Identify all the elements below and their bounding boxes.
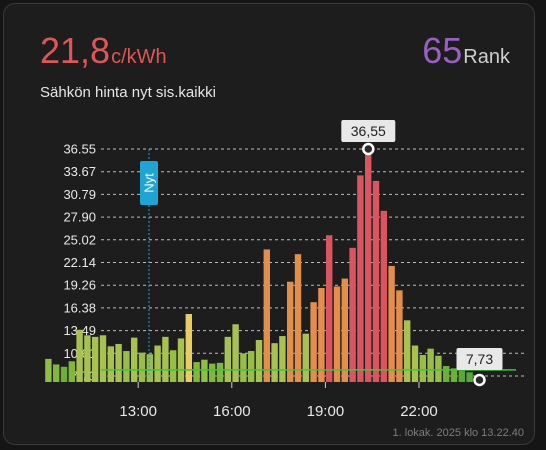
y-tick-label: 30.79 (63, 187, 96, 202)
price-bar (372, 180, 380, 382)
y-tick-label: 16.38 (63, 300, 96, 315)
price-bar (138, 352, 146, 382)
price-bar (45, 358, 52, 382)
price-bar (154, 345, 161, 382)
price-bar (255, 340, 263, 382)
price-bar (302, 333, 309, 382)
price-bar (224, 336, 231, 382)
price-bar (341, 278, 348, 382)
price-bar (170, 350, 177, 382)
price-bar (115, 343, 122, 382)
price-bar (279, 336, 286, 382)
price-bar (294, 254, 302, 382)
price-bar (216, 362, 224, 382)
y-tick-label: 33.67 (63, 164, 96, 179)
price-bar (458, 370, 465, 382)
price-rank: 65Rank (422, 30, 510, 72)
min-price-label: 7,73 (466, 351, 493, 367)
now-marker-label: Nyt (142, 173, 157, 193)
y-tick-label: 36.55 (63, 142, 96, 157)
price-bar (53, 364, 60, 382)
price-bar (131, 337, 138, 382)
price-bar (404, 320, 411, 382)
price-bar (357, 175, 364, 382)
price-bar (193, 362, 200, 382)
price-bar (326, 235, 333, 382)
price-bar (443, 365, 450, 382)
price-bar (84, 335, 91, 382)
current-price: 21,8c/kWh (40, 30, 167, 72)
price-bar (380, 210, 387, 382)
price-bar-chart[interactable]: 36.55 33.67 30.79 27.90 25.02 22.14 19.26 16.38… (4, 4, 534, 444)
last-updated: 1. lokak. 2025 klo 13.22.40 (392, 427, 524, 439)
price-bar (466, 372, 473, 382)
price-bar (68, 361, 75, 382)
x-tick-label: 16:00 (213, 403, 251, 420)
price-bar (107, 346, 114, 382)
y-tick-label: 22.14 (63, 255, 96, 270)
price-card[interactable]: 21,8c/kWh 65Rank Sähkön hinta nyt sis.ka… (3, 3, 535, 445)
price-bar (271, 343, 278, 382)
price-bar (76, 329, 83, 382)
price-bar (333, 286, 341, 382)
max-price-label: 36,55 (351, 123, 386, 139)
x-tick-label: 19:00 (307, 403, 345, 420)
price-bar (388, 265, 395, 382)
price-bar (318, 288, 325, 382)
card-subtitle: Sähkön hinta nyt sis.kaikki (40, 84, 216, 101)
price-bar (248, 351, 255, 382)
current-price-unit: c/kWh (111, 46, 167, 68)
y-tick-label: 27.90 (63, 210, 96, 225)
x-tick-label: 22:00 (400, 403, 438, 420)
price-bar (162, 336, 169, 382)
y-tick-label: 19.26 (63, 278, 96, 293)
min-price-point (473, 373, 486, 387)
price-bar (185, 314, 192, 382)
price-bar (240, 353, 247, 382)
min-price-tag (456, 348, 503, 370)
price-bar (99, 335, 107, 382)
price-bar (60, 366, 68, 382)
price-bar (427, 348, 434, 382)
price-bar (396, 290, 403, 382)
price-bar (419, 354, 426, 382)
price-bar (146, 354, 153, 382)
price-bar (365, 149, 372, 382)
price-bar (232, 324, 239, 382)
rank-value: 65 (422, 30, 463, 71)
price-bar (349, 247, 356, 382)
price-bar (263, 249, 270, 382)
price-bar (287, 281, 294, 382)
price-bar (209, 363, 216, 382)
y-tick-label: 25.02 (63, 232, 96, 247)
price-bar (177, 338, 185, 382)
x-tick-label: 13:00 (119, 403, 157, 420)
current-price-value: 21,8 (40, 30, 111, 71)
price-bar (310, 302, 317, 382)
now-marker-badge (140, 161, 158, 205)
price-bar (92, 336, 99, 382)
price-bar (411, 345, 419, 382)
price-bar (450, 368, 458, 382)
price-bar (123, 351, 130, 382)
rank-unit: Rank (463, 46, 510, 68)
price-bar (201, 359, 208, 382)
price-bar (435, 355, 442, 382)
max-price-tag (341, 120, 396, 142)
max-price-point (362, 142, 375, 156)
